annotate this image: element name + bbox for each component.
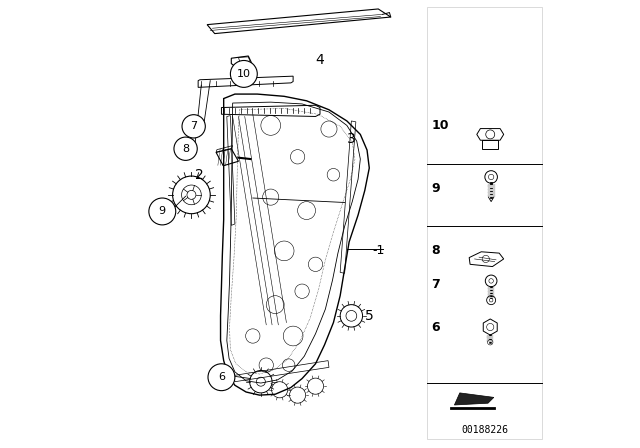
- Polygon shape: [454, 393, 494, 405]
- Circle shape: [230, 60, 257, 87]
- Text: 8: 8: [182, 144, 189, 154]
- Text: 10: 10: [431, 119, 449, 132]
- Text: 5: 5: [365, 309, 374, 323]
- Circle shape: [208, 364, 235, 391]
- Text: 9: 9: [159, 207, 166, 216]
- Circle shape: [149, 198, 176, 225]
- Text: 7: 7: [190, 121, 197, 131]
- Circle shape: [174, 137, 197, 160]
- Text: 10: 10: [237, 69, 251, 79]
- Text: 9: 9: [431, 181, 440, 195]
- Text: -1: -1: [373, 244, 385, 258]
- Text: 6: 6: [431, 320, 440, 334]
- Text: 00188226: 00188226: [461, 425, 508, 435]
- Text: 2: 2: [195, 168, 204, 182]
- Text: 4: 4: [316, 53, 324, 68]
- Text: 3: 3: [347, 132, 356, 146]
- Circle shape: [182, 115, 205, 138]
- Text: 8: 8: [431, 244, 440, 258]
- Text: 7: 7: [431, 278, 440, 291]
- Text: 6: 6: [218, 372, 225, 382]
